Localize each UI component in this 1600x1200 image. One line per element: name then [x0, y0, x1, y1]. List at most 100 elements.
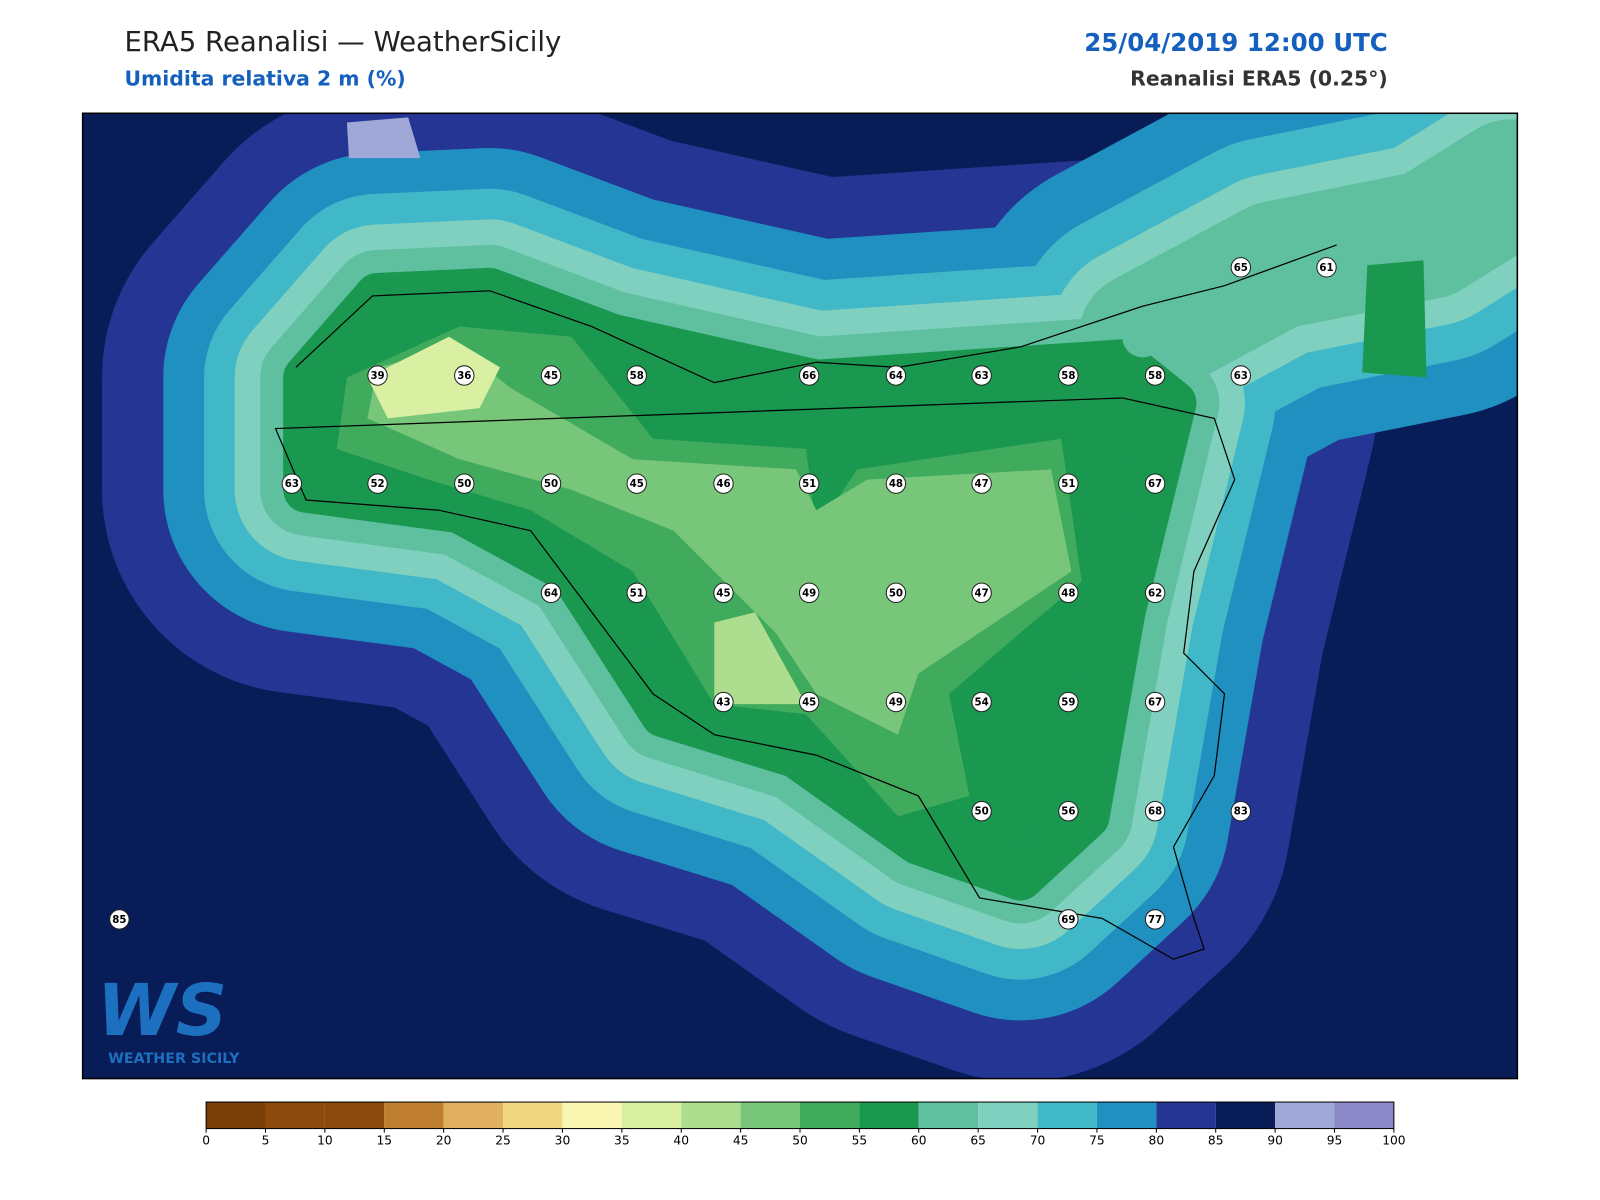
station-value: 49	[889, 698, 903, 709]
humidity-band	[346, 117, 421, 159]
station-marker	[109, 909, 130, 930]
colorbar-tick-label: 85	[1208, 1133, 1224, 1147]
station-value: 47	[975, 588, 989, 599]
station-marker	[1144, 691, 1166, 713]
station-marker	[713, 691, 734, 713]
colorbar-tick-label: 90	[1267, 1133, 1283, 1147]
colorbar-tick-label: 45	[733, 1133, 749, 1147]
station-value: 47	[975, 479, 989, 490]
station-value: 67	[1148, 698, 1162, 709]
colorbar: 0 5 10 15 20 25 30 35 40 45 50 55 60 65 70 75 80 85 90 95 10…	[202, 1101, 1406, 1147]
station-marker	[1058, 582, 1079, 604]
station-value: 48	[889, 479, 903, 490]
station-marker	[971, 365, 992, 386]
station-marker	[713, 582, 734, 604]
station-value: 61	[1319, 263, 1333, 274]
humidity-field	[82, 113, 1518, 1079]
humidity-band	[714, 612, 807, 705]
station-marker	[367, 473, 388, 494]
colorbar-tick-label: 100	[1382, 1133, 1405, 1147]
colorbar-tick-label: 15	[376, 1133, 392, 1147]
map-frame	[81, 112, 1519, 1080]
station-marker	[540, 365, 562, 386]
station-marker	[454, 365, 475, 386]
station-marker	[540, 473, 562, 494]
station-marker	[1058, 909, 1079, 930]
station-marker	[798, 365, 820, 386]
colorbar-tick-label: 75	[1089, 1133, 1105, 1147]
station-value: 50	[457, 479, 471, 490]
station-value: 62	[1148, 588, 1162, 599]
station-value: 83	[1234, 807, 1248, 818]
station-marker	[1144, 909, 1166, 930]
station-value: 63	[975, 371, 989, 382]
station-value: 63	[1234, 371, 1248, 382]
colorbar-tick-label: 95	[1327, 1133, 1343, 1147]
colorbar-cell	[562, 1102, 622, 1129]
station-marker	[971, 801, 992, 822]
station-marker	[367, 365, 388, 386]
station-value: 49	[802, 588, 816, 599]
station-marker	[885, 473, 907, 494]
station-value: 69	[1061, 915, 1075, 926]
station-marker	[1058, 801, 1079, 822]
station-value: 56	[1061, 807, 1075, 818]
station-value: 65	[1234, 263, 1248, 274]
humidity-band	[367, 336, 500, 419]
station-value: 45	[802, 698, 816, 709]
logo-mark: WS	[97, 969, 227, 1052]
colorbar-cell	[1215, 1102, 1276, 1129]
station-value: 48	[1061, 588, 1075, 599]
station-marker	[1230, 801, 1252, 822]
station-value: 50	[544, 479, 558, 490]
datetime: 25/04/2019 12:00 UTC	[1084, 28, 1388, 57]
station-value: 50	[889, 588, 903, 599]
station-marker	[1230, 365, 1252, 386]
station-value: 68	[1148, 807, 1162, 818]
colorbar-tick-label: 30	[555, 1133, 571, 1147]
station-marker	[1058, 691, 1079, 713]
station-value: 64	[889, 371, 903, 382]
colorbar-cell	[443, 1102, 504, 1129]
station-marker	[626, 473, 647, 494]
station-marker	[798, 691, 820, 713]
station-marker	[885, 691, 907, 713]
station-marker	[798, 473, 820, 494]
colorbar-tick-label: 20	[436, 1133, 452, 1147]
humidity-band	[1122, 163, 1518, 358]
station-value: 52	[370, 479, 384, 490]
coastline	[274, 244, 1337, 960]
colorbar-cell	[978, 1102, 1038, 1129]
station-value: 51	[1061, 479, 1075, 490]
colorbar-tick-label: 50	[792, 1133, 808, 1147]
station-value: 50	[975, 807, 989, 818]
colorbar-cell	[681, 1102, 741, 1129]
station-marker	[1058, 365, 1079, 386]
colorbar-cell	[1096, 1102, 1157, 1129]
colorbar-cell	[206, 1102, 266, 1129]
logo-text: WEATHER SICILY	[108, 1051, 240, 1067]
station-marker	[626, 365, 647, 386]
colorbar-tick-label: 80	[1149, 1133, 1165, 1147]
station-marker	[971, 691, 992, 713]
colorbar-tick-label: 55	[852, 1133, 868, 1147]
station-value: 58	[630, 371, 644, 382]
stations: 39 36 45 58 66 64 63 58 58 63 65 61 63 52 50 50 45 46 51 48…	[109, 257, 1337, 930]
station-marker	[1058, 473, 1079, 494]
colorbar-cell	[1275, 1102, 1335, 1129]
station-marker	[281, 473, 303, 494]
station-value: 36	[457, 371, 471, 382]
colorbar-cell	[1037, 1102, 1097, 1129]
colorbar-cell	[324, 1102, 385, 1129]
subtitle: Umidita relativa 2 m (%)	[124, 67, 405, 91]
station-marker	[1144, 473, 1166, 494]
station-value: 45	[716, 588, 730, 599]
station-marker	[885, 582, 907, 604]
station-marker	[626, 582, 647, 604]
station-value: 77	[1148, 915, 1162, 926]
station-value: 59	[1061, 698, 1075, 709]
colorbar-cell	[265, 1102, 325, 1129]
station-marker	[1316, 257, 1337, 278]
